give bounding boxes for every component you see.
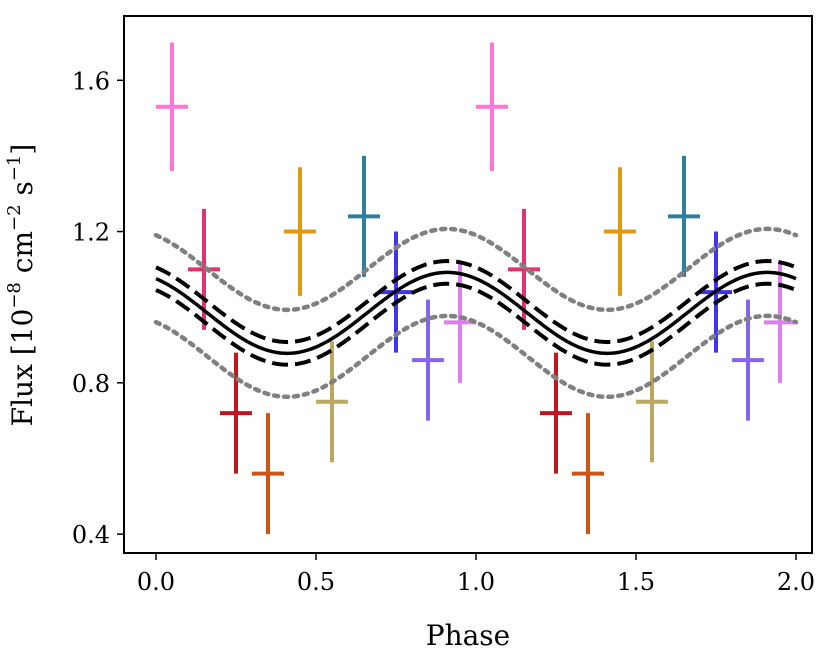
data-point bbox=[220, 352, 252, 474]
plot-area bbox=[153, 42, 799, 535]
data-point bbox=[764, 261, 796, 383]
data-point bbox=[572, 413, 604, 535]
y-tick-label: 0.8 bbox=[72, 370, 110, 398]
data-point bbox=[668, 155, 700, 277]
data-point bbox=[156, 42, 188, 172]
model-fit-line bbox=[155, 270, 797, 356]
x-tick-label: 1.5 bbox=[617, 568, 655, 596]
y-tick-label: 1.2 bbox=[72, 219, 110, 247]
data-point bbox=[636, 341, 668, 463]
outer-band-upper-line bbox=[153, 226, 799, 313]
outer-band-lower-line bbox=[153, 313, 799, 400]
data-point bbox=[412, 299, 444, 421]
data-point bbox=[540, 352, 572, 474]
x-tick-label: 2.0 bbox=[777, 568, 815, 596]
data-point bbox=[348, 155, 380, 277]
y-axis-label: Flux [10−8 cm−2 s−1] bbox=[4, 144, 39, 427]
data-point bbox=[476, 42, 508, 172]
x-axis-label: Phase bbox=[426, 619, 511, 652]
y-tick-label: 1.6 bbox=[72, 67, 110, 95]
data-point bbox=[284, 167, 316, 296]
inner-band-upper-line bbox=[155, 259, 797, 344]
x-tick-label: 0.5 bbox=[297, 568, 335, 596]
data-point bbox=[252, 413, 284, 535]
x-tick-label: 0.0 bbox=[137, 568, 175, 596]
plot-frame bbox=[123, 15, 813, 554]
inner-band-lower-line bbox=[155, 281, 797, 367]
y-tick-label: 0.4 bbox=[72, 521, 110, 549]
data-point bbox=[316, 341, 348, 463]
data-point bbox=[604, 167, 636, 296]
axes: 0.0 0.5 1.0 1.5 2.0 0.4 0.8 1.2 1.6 bbox=[72, 67, 815, 596]
x-tick-label: 1.0 bbox=[457, 568, 495, 596]
